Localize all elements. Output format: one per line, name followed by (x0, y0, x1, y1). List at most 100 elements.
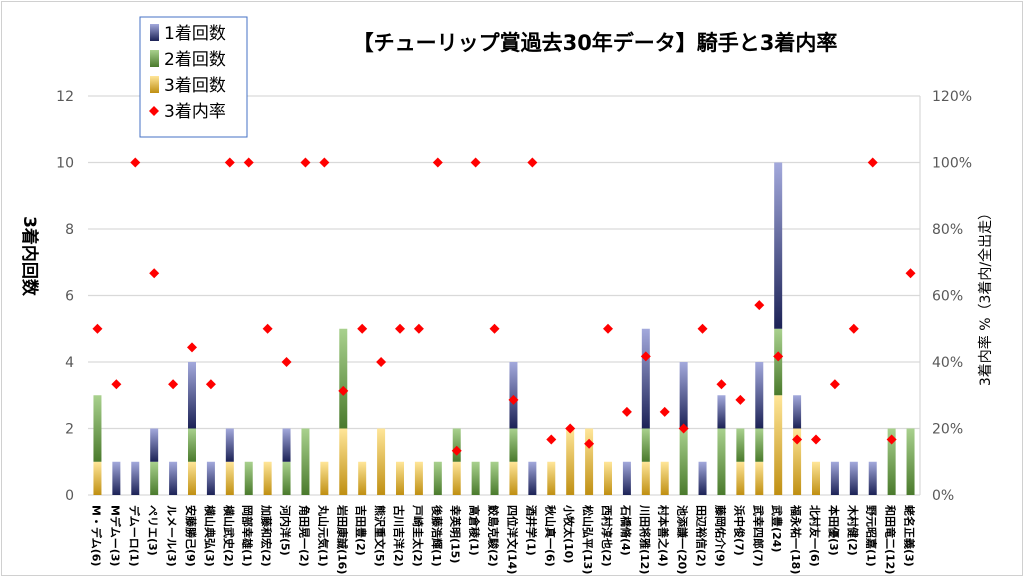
x-tick-label: M・デム(6) (89, 505, 103, 566)
bar-3chaku (452, 461, 461, 495)
rate-point (168, 379, 179, 390)
bar-2chaku (490, 461, 499, 495)
chart-title: 【チューリップ賞過去30年データ】騎手と3着内率 (353, 31, 838, 55)
bar-2chaku (433, 461, 442, 495)
bar-1chaku (641, 328, 650, 429)
y2-tick-label: 20% (932, 422, 963, 438)
rate-point (697, 323, 708, 334)
legend-swatch-2 (150, 50, 159, 67)
bar-1chaku (830, 461, 839, 495)
bar-3chaku (660, 461, 669, 495)
rate-point (905, 268, 916, 279)
bar-1chaku (717, 395, 726, 429)
rate-point (395, 323, 405, 334)
y2-tick-label: 100% (932, 156, 972, 172)
bar-1chaku (528, 461, 537, 495)
x-tick-label: ペリエ(3) (146, 505, 159, 556)
x-tick-label: 野元昭嘉(1) (865, 505, 879, 567)
bar-1chaku (225, 428, 234, 462)
rate-point (621, 406, 632, 417)
rate-point (811, 434, 821, 445)
y2-tick-label: 80% (932, 222, 963, 238)
rate-point (792, 434, 803, 445)
bar-3chaku (320, 461, 329, 495)
x-tick-label: 横山武史(2) (222, 505, 236, 567)
bar-3chaku (736, 461, 745, 495)
rate-point (187, 342, 197, 353)
x-tick-label: 後藤浩輝(1) (430, 505, 444, 567)
legend-label: 2着回数 (164, 50, 226, 70)
rate-point (867, 157, 878, 168)
bar-2chaku (93, 395, 102, 462)
x-tick-label: 鮫島克駿(2) (487, 505, 501, 567)
legend-label: 1着回数 (164, 24, 226, 44)
rate-point (470, 157, 481, 168)
rate-point (149, 268, 160, 279)
legend-swatch-3 (150, 76, 159, 93)
rate-point (376, 357, 387, 367)
y-tick-label: 8 (65, 222, 74, 238)
x-tick-label: 安藤勝己(9) (184, 505, 198, 567)
bar-1chaku (282, 428, 291, 462)
x-tick-label: 松山弘平(13) (581, 505, 595, 574)
x-tick-label: 池添謙一(20) (676, 505, 690, 574)
bar-2chaku (244, 461, 253, 495)
bar-3chaku (509, 461, 518, 495)
rate-point (243, 157, 254, 168)
x-tick-label: 戸崎圭太(2) (411, 505, 425, 567)
x-tick-label: 幸英明(15) (449, 505, 463, 563)
x-tick-label: Mデムー(3) (108, 505, 122, 566)
x-tick-label: 熊沢重文(5) (373, 505, 387, 567)
bar-3chaku (812, 461, 820, 495)
bar-3chaku (566, 428, 575, 495)
bar-2chaku (301, 428, 310, 495)
y2-tick-label: 120% (932, 89, 972, 105)
bar-2chaku (717, 428, 726, 495)
y-tick-label: 10 (56, 156, 74, 172)
y-tick-label: 4 (65, 355, 74, 371)
bar-3chaku (93, 461, 102, 495)
rate-point (451, 445, 462, 456)
x-tick-label: 木村健(2) (846, 504, 860, 556)
x-tick-label: 岩田康誠(16) (335, 504, 349, 574)
x-tick-label: 岡部幸雄(1) (241, 505, 255, 567)
y-tick-label: 6 (65, 289, 74, 305)
x-tick-label: 武豊(24) (770, 505, 784, 552)
bar-1chaku (622, 461, 631, 495)
bar-2chaku (755, 428, 764, 462)
x-tick-label: 高倉稜(1) (468, 505, 482, 556)
rate-point (716, 379, 727, 390)
y2-tick-label: 40% (932, 355, 963, 371)
bar-2chaku (452, 428, 461, 462)
x-tick-label: 加藤和宏(2) (260, 504, 274, 567)
rate-point (281, 357, 292, 367)
bar-1chaku (131, 461, 140, 495)
x-tick-label: 藤岡佑介(9) (713, 505, 727, 567)
rate-point (111, 379, 122, 390)
rate-point (848, 323, 859, 334)
bar-1chaku (150, 428, 159, 462)
bar-2chaku (774, 328, 783, 396)
x-tick-label: 本田優(3) (827, 505, 841, 556)
x-tick-label: 四位洋文(14) (505, 505, 519, 574)
bar-3chaku (358, 461, 367, 495)
rate-point (205, 379, 216, 390)
bar-2chaku (641, 428, 650, 462)
bar-2chaku (679, 428, 688, 495)
x-tick-label: 田辺裕信(2) (695, 505, 709, 567)
bar-3chaku (774, 395, 783, 495)
bar-3chaku (547, 461, 556, 495)
rate-point (754, 300, 765, 311)
bar-3chaku (641, 461, 650, 495)
bar-3chaku (585, 428, 594, 495)
x-tick-label: 河内洋(5) (279, 505, 293, 556)
x-tick-label: 西村淳也(2) (600, 505, 614, 567)
bar-3chaku (377, 428, 386, 495)
bar-3chaku (339, 428, 348, 495)
legend-label: 3着内率 (164, 102, 226, 122)
bar-3chaku (225, 461, 234, 495)
bar-3chaku (604, 461, 612, 495)
bar-2chaku (471, 461, 480, 495)
rate-point (489, 323, 500, 334)
